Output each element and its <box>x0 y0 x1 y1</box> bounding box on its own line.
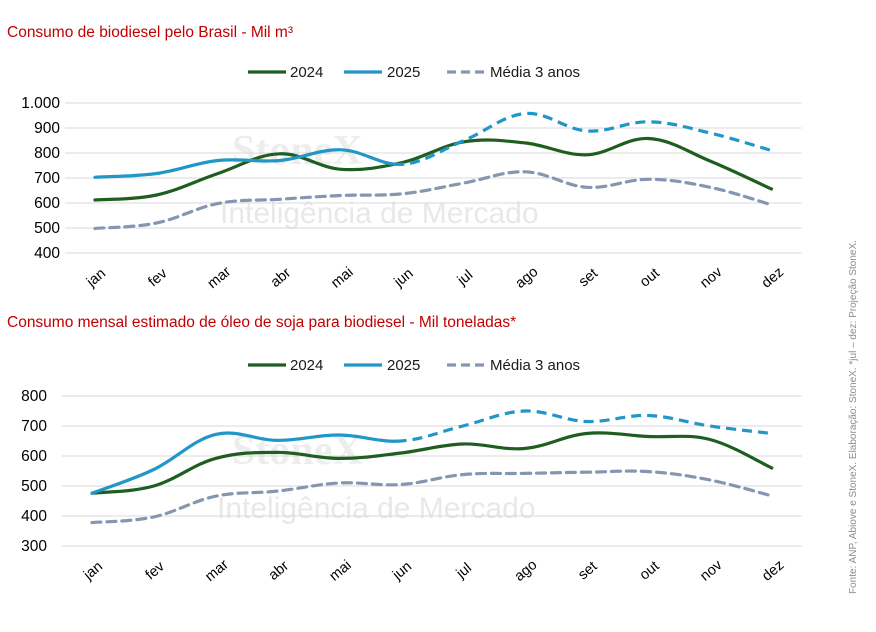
series-line-2024 <box>93 136 774 202</box>
legend-label: 2025 <box>387 357 420 374</box>
x-tick-label: mai <box>328 264 356 291</box>
legend-label: 2024 <box>290 64 323 81</box>
x-tick-label: mar <box>202 557 232 585</box>
y-tick-label: 700 <box>21 418 47 435</box>
x-tick-label: jun <box>389 559 415 584</box>
x-tick-label: ago <box>512 557 541 585</box>
legend-label: Média 3 anos <box>490 64 580 81</box>
x-tick-label: jun <box>391 266 417 291</box>
y-tick-label: 500 <box>21 478 47 495</box>
x-tick-label: jan <box>80 559 106 584</box>
x-tick-label: dez <box>759 557 787 584</box>
y-tick-label: 600 <box>34 195 60 212</box>
source-note: Fonte: ANP, Abiove e StoneX. Elaboração:… <box>848 240 859 594</box>
y-tick-label: 900 <box>34 120 60 137</box>
x-tick-label: set <box>576 266 601 291</box>
series-line-2025 <box>90 431 401 495</box>
legend-label: 2024 <box>290 357 323 374</box>
x-tick-label: ago <box>513 264 542 292</box>
legend-label: 2025 <box>387 64 420 81</box>
y-tick-label: 800 <box>21 388 47 405</box>
y-tick-label: 400 <box>34 245 60 262</box>
x-tick-label: nov <box>697 557 726 585</box>
series-line-2025-projection <box>402 111 772 166</box>
series-line-2025-projection <box>401 409 772 443</box>
x-tick-label: dez <box>759 264 787 291</box>
x-tick-label: mar <box>205 264 235 292</box>
x-tick-label: jan <box>83 266 109 291</box>
y-tick-label: 500 <box>34 220 60 237</box>
series-line-2024 <box>90 431 774 495</box>
watermark-text: Inteligência de Mercado <box>217 492 536 525</box>
y-tick-label: 1.000 <box>21 95 60 112</box>
x-tick-label: abr <box>268 265 294 291</box>
y-tick-label: 800 <box>34 145 60 162</box>
y-tick-label: 400 <box>21 508 47 525</box>
x-tick-label: mai <box>327 557 355 584</box>
x-tick-label: out <box>637 265 663 290</box>
x-tick-label: fev <box>145 265 171 290</box>
y-tick-label: 300 <box>21 538 47 555</box>
watermark-text: Inteligência de Mercado <box>220 197 539 230</box>
x-tick-label: jul <box>453 560 475 582</box>
chart-2-title: Consumo mensal estimado de óleo de soja … <box>7 314 517 331</box>
x-tick-label: set <box>575 559 600 584</box>
series-line-2025 <box>93 148 403 179</box>
x-tick-label: fev <box>143 558 169 583</box>
x-tick-label: nov <box>697 264 726 292</box>
x-tick-label: jul <box>454 267 476 289</box>
x-tick-label: out <box>637 558 663 583</box>
legend-label: Média 3 anos <box>490 357 580 374</box>
y-tick-label: 600 <box>21 448 47 465</box>
y-tick-label: 700 <box>34 170 60 187</box>
chart-1-title: Consumo de biodiesel pelo Brasil - Mil m… <box>7 24 294 41</box>
x-tick-label: abr <box>266 558 292 584</box>
series-line-media-3-anos <box>93 170 774 231</box>
